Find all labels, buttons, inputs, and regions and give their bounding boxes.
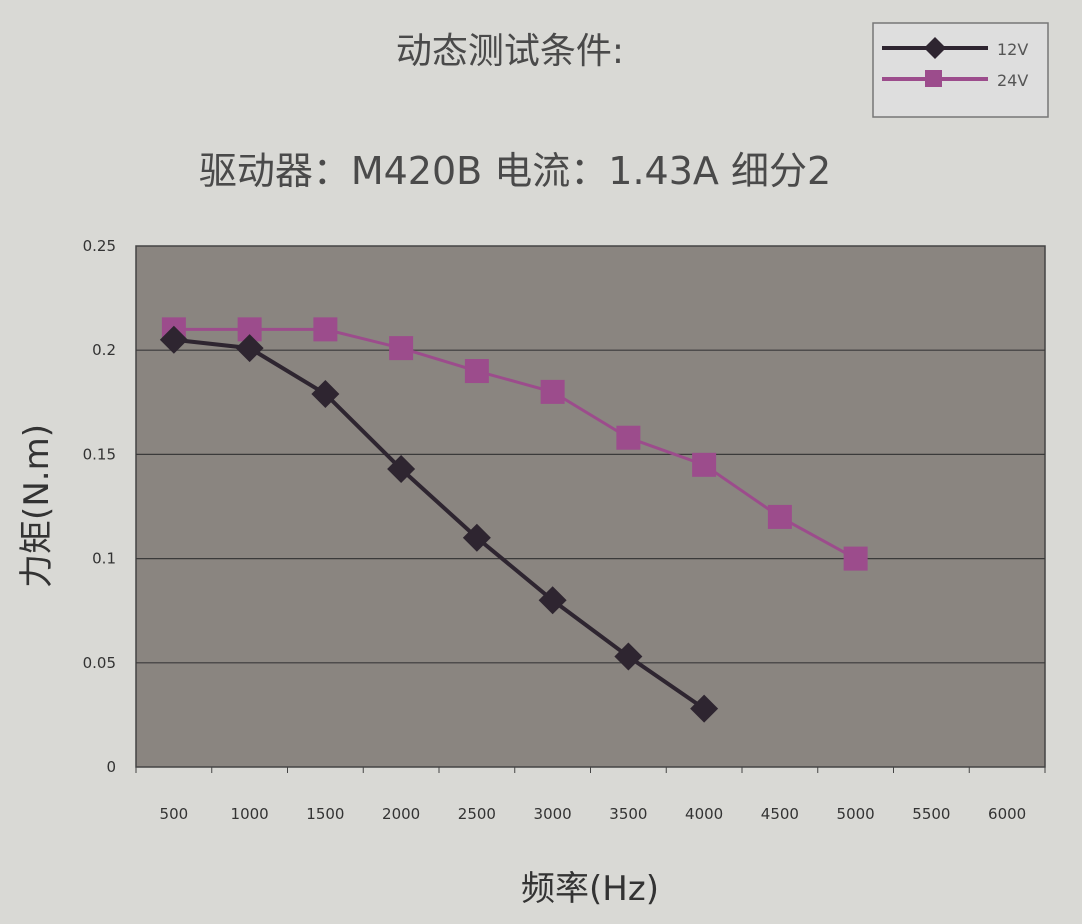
- data-point-24V: [616, 425, 641, 450]
- data-point-24V: [767, 504, 792, 529]
- data-point-24V: [843, 546, 868, 571]
- series-line-12V: [173, 337, 706, 711]
- legend-marker-24V: [925, 70, 942, 87]
- y-tick-label: 0.1: [92, 550, 116, 568]
- x-axis-label: 频率(Hz): [521, 869, 659, 909]
- data-point-12V: [614, 642, 643, 671]
- x-tick-label: 3500: [609, 805, 647, 823]
- x-tick-label: 3000: [534, 805, 572, 823]
- x-tick-label: 500: [160, 805, 189, 823]
- data-point-12V: [235, 334, 264, 363]
- x-tick-label: 1000: [231, 805, 269, 823]
- plot-area: [135, 245, 1046, 768]
- y-tick-label: 0.15: [83, 445, 116, 463]
- data-point-24V: [692, 452, 717, 477]
- x-tick-label: 6000: [988, 805, 1026, 823]
- x-tick-label: 2500: [458, 805, 496, 823]
- x-tick-label: 4500: [761, 805, 799, 823]
- y-tick-label: 0.05: [83, 654, 116, 672]
- data-point-12V: [311, 379, 340, 408]
- data-point-12V: [387, 454, 416, 483]
- data-point-24V: [389, 336, 414, 361]
- x-tick-label: 5500: [912, 805, 950, 823]
- legend-marker-12V: [924, 37, 946, 59]
- y-tick-label: 0.25: [83, 237, 116, 255]
- chart-title: 动态测试条件:: [395, 31, 625, 72]
- chart-subtitle: 驱动器：M420B 电流：1.43A 细分2: [198, 149, 832, 193]
- data-point-24V: [313, 317, 338, 342]
- data-point-12V: [690, 694, 719, 723]
- x-tick-label: 1500: [306, 805, 344, 823]
- data-point-12V: [462, 523, 491, 552]
- y-tick-label: 0: [106, 758, 116, 776]
- y-tick-label: 0.2: [92, 341, 116, 359]
- legend: [872, 22, 1049, 118]
- y-axis-label: 力矩(N.m): [17, 424, 57, 588]
- data-point-12V: [538, 586, 567, 615]
- series-line-24V: [173, 327, 857, 560]
- x-tick-label: 5000: [837, 805, 875, 823]
- data-point-12V: [159, 325, 188, 354]
- legend-label-24V: 24V: [997, 71, 1028, 90]
- x-tick-label: 2000: [382, 805, 420, 823]
- legend-label-12V: 12V: [997, 40, 1028, 59]
- data-point-24V: [464, 359, 489, 384]
- x-tick-label: 4000: [685, 805, 723, 823]
- data-point-24V: [540, 379, 565, 404]
